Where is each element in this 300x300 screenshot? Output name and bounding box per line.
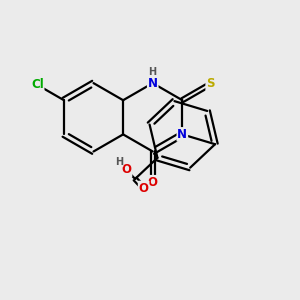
Text: Cl: Cl — [31, 78, 44, 91]
Text: S: S — [206, 77, 215, 91]
Text: H: H — [115, 157, 123, 166]
Text: O: O — [148, 176, 158, 189]
Text: N: N — [148, 76, 158, 90]
Text: O: O — [122, 164, 131, 176]
Text: H: H — [148, 67, 156, 77]
Text: N: N — [177, 128, 187, 141]
Text: O: O — [139, 182, 148, 194]
